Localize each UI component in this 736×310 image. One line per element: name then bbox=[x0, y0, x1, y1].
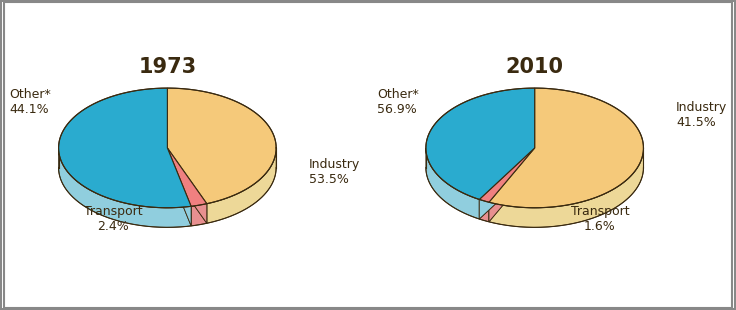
Text: Transport
2.4%: Transport 2.4% bbox=[84, 205, 142, 232]
Text: Transport
1.6%: Transport 1.6% bbox=[570, 205, 629, 232]
Polygon shape bbox=[479, 148, 534, 219]
Polygon shape bbox=[479, 199, 489, 222]
Polygon shape bbox=[489, 148, 643, 227]
Text: Industry
53.5%: Industry 53.5% bbox=[309, 158, 360, 186]
Polygon shape bbox=[167, 148, 191, 226]
Polygon shape bbox=[167, 148, 191, 226]
Polygon shape bbox=[426, 88, 534, 199]
Polygon shape bbox=[479, 148, 534, 219]
Polygon shape bbox=[191, 204, 207, 226]
Polygon shape bbox=[489, 88, 643, 208]
Polygon shape bbox=[167, 88, 276, 204]
Polygon shape bbox=[426, 148, 479, 219]
Polygon shape bbox=[489, 148, 534, 222]
Text: Other*
56.9%: Other* 56.9% bbox=[377, 88, 419, 116]
Text: Other*
44.1%: Other* 44.1% bbox=[10, 88, 52, 116]
Title: 1973: 1973 bbox=[138, 57, 197, 77]
Polygon shape bbox=[59, 88, 191, 208]
Polygon shape bbox=[59, 148, 191, 227]
Polygon shape bbox=[207, 148, 276, 223]
Polygon shape bbox=[167, 148, 207, 206]
Title: 2010: 2010 bbox=[506, 57, 564, 77]
Polygon shape bbox=[489, 148, 534, 222]
Polygon shape bbox=[167, 148, 207, 223]
Polygon shape bbox=[479, 148, 534, 202]
Text: Industry
41.5%: Industry 41.5% bbox=[676, 101, 727, 129]
Polygon shape bbox=[167, 148, 207, 223]
